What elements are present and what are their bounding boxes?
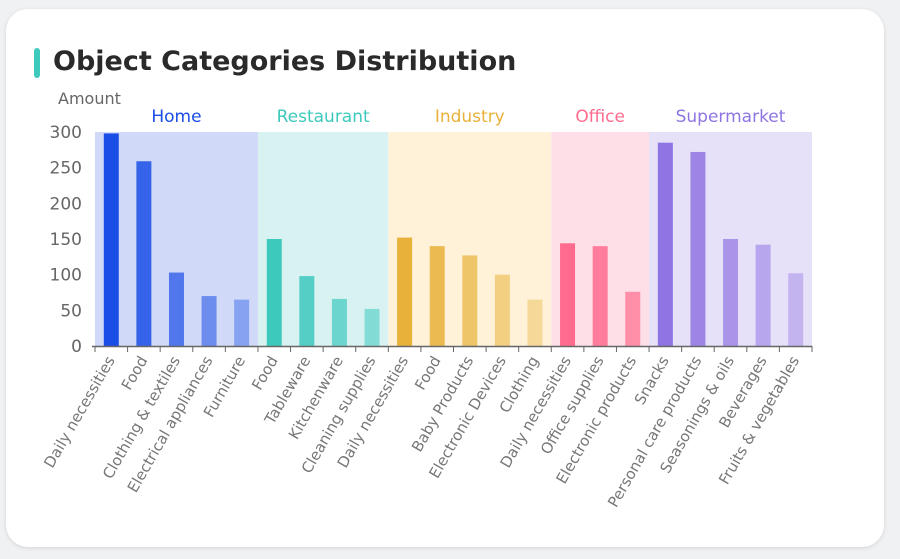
bar [331, 298, 347, 346]
x-tick-label: Food [411, 353, 445, 393]
group-label: Restaurant [277, 107, 370, 127]
bar [168, 272, 184, 346]
group-label: Home [151, 107, 201, 127]
bar [723, 239, 739, 346]
group-label: Industry [435, 107, 505, 127]
title-accent-bar [34, 48, 40, 78]
chart-title: Object Categories Distribution [53, 46, 517, 77]
bar [429, 246, 445, 346]
bar [364, 308, 380, 346]
y-tick-label: 50 [60, 301, 82, 321]
bar [136, 161, 152, 346]
y-tick-label: 300 [50, 123, 82, 143]
bar [103, 133, 119, 346]
y-axis-label: Amount [58, 89, 121, 108]
bar [462, 255, 478, 346]
group-label: Supermarket [676, 107, 786, 127]
bar [234, 299, 250, 346]
bar [266, 239, 282, 346]
bar [788, 273, 804, 346]
group-label: Office [575, 107, 625, 127]
bar [201, 296, 217, 346]
bar [397, 237, 413, 346]
bar [560, 243, 576, 346]
y-tick-label: 250 [50, 159, 82, 179]
bar [494, 274, 510, 346]
y-tick-label: 100 [50, 266, 82, 286]
bar [625, 291, 641, 346]
bar [657, 142, 673, 346]
bar [690, 151, 706, 346]
bar [299, 276, 315, 346]
y-tick-label: 0 [71, 337, 82, 357]
bar [527, 299, 543, 346]
y-tick-label: 150 [50, 230, 82, 250]
x-tick-label: Daily necessities [40, 353, 119, 471]
bar [755, 244, 771, 346]
y-tick-label: 200 [50, 194, 82, 214]
bar [592, 246, 608, 346]
x-tick-label: Food [248, 353, 282, 393]
x-tick-label: Food [118, 353, 152, 393]
